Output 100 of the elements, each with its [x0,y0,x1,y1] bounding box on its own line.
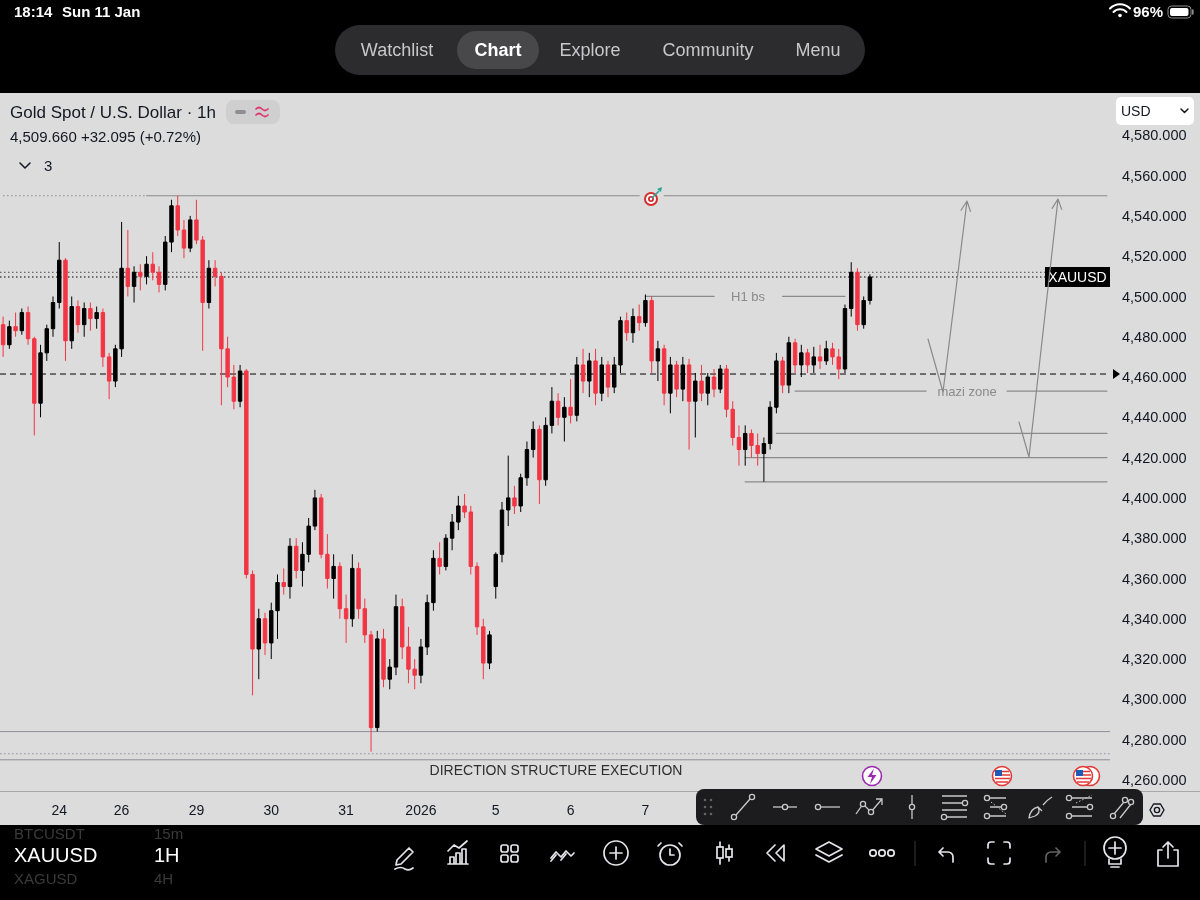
candlestick [736,424,742,467]
text: 18:14 [14,3,54,21]
candlestick [387,658,392,690]
candlestick [125,229,131,297]
candlestick [63,257,68,362]
text: XAGUSD [14,870,78,888]
candlestick [568,378,573,424]
candlestick [156,265,162,293]
candlestick [824,340,829,366]
candlestick [375,630,380,733]
candlestick [106,352,112,400]
candlestick [262,612,268,656]
candlestick [792,338,798,374]
candlestick [69,295,74,350]
candlestick [805,348,810,374]
annotation: H1 bs [731,289,766,305]
candlestick [481,618,486,680]
candlestick [506,455,511,527]
x-tick-label: 6 [566,801,575,818]
candlestick [456,495,461,531]
candlestick [32,336,37,436]
x-tick-label: 26 [113,801,130,818]
annotation: 3 [44,157,53,175]
candlestick [0,316,6,358]
y-tick-label: 4,460.000 [1122,369,1187,386]
candlestick [337,561,343,620]
candlestick [630,308,636,344]
candlestick [368,630,374,753]
candlestick [281,567,286,596]
candlestick [674,360,679,398]
candlestick [287,537,293,600]
text: Community [662,40,754,61]
y-tick-label: 4,440.000 [1122,409,1187,426]
y-tick-label: 4,280.000 [1122,731,1187,748]
candlestick [524,441,530,487]
candlestick [555,392,561,426]
text: Menu [795,40,841,61]
candlestick [256,608,262,680]
annotation: DIRECTION STRUCTURE EXECUTION [429,761,683,778]
candlestick [94,306,99,330]
candlestick [855,267,860,332]
text: 1H [154,844,180,866]
candlestick [580,348,586,394]
y-tick-label: 4,420.000 [1122,449,1187,466]
candlestick [512,485,517,515]
candlestick [13,312,18,338]
y-tick-label: 4,340.000 [1122,610,1187,627]
candlestick [75,299,81,334]
text: 4,509.660 +32.095 (+0.72%) [10,128,201,146]
y-tick-label: 4,320.000 [1122,651,1187,668]
candlestick [549,386,555,434]
candlestick [649,295,654,374]
candlestick [350,553,355,628]
candlestick [861,295,866,330]
candlestick [661,344,667,406]
candlestick [343,594,349,644]
candlestick [537,424,542,505]
text: Sun 11 Jan [62,3,141,21]
candlestick [100,308,106,368]
candlestick [499,501,505,563]
candlestick [624,312,629,342]
y-tick-label: 4,380.000 [1122,530,1187,547]
candlestick [393,594,399,676]
candlestick [25,306,31,346]
x-tick-label: 31 [338,801,355,818]
annotation: mazi zone [937,383,997,399]
y-tick-label: 4,580.000 [1122,127,1187,144]
candlestick [780,356,785,394]
text: BTCUSDT [14,825,85,843]
candlestick [711,368,717,398]
candlestick [50,295,56,338]
candlestick [493,551,498,600]
candlestick [418,638,424,684]
text: Explore [559,40,621,61]
x-tick-label: 24 [51,801,68,818]
candlestick [175,195,180,237]
candlestick [742,424,748,467]
candlestick [187,215,193,253]
text: 96% [1132,3,1163,21]
y-tick-label: 4,560.000 [1122,167,1187,184]
x-tick-label: 2026 [405,801,437,818]
y-tick-label: 4,520.000 [1122,248,1187,265]
candlestick [605,360,611,398]
candlestick [181,219,187,259]
candlestick [88,302,93,332]
candlestick [487,630,492,670]
text: Watchlist [360,40,434,61]
candlestick [530,420,536,459]
x-tick-label: 7 [641,801,650,818]
candlestick [699,364,704,402]
candlestick [331,553,336,600]
candlestick [636,304,642,332]
candlestick [312,489,318,531]
candlestick [518,473,523,513]
candlestick [543,416,548,487]
candlestick [593,348,598,406]
y-tick-label: 4,480.000 [1122,328,1187,345]
candlestick [437,541,442,575]
y-tick-label: 4,300.000 [1122,691,1187,708]
text: 4H [154,870,174,888]
